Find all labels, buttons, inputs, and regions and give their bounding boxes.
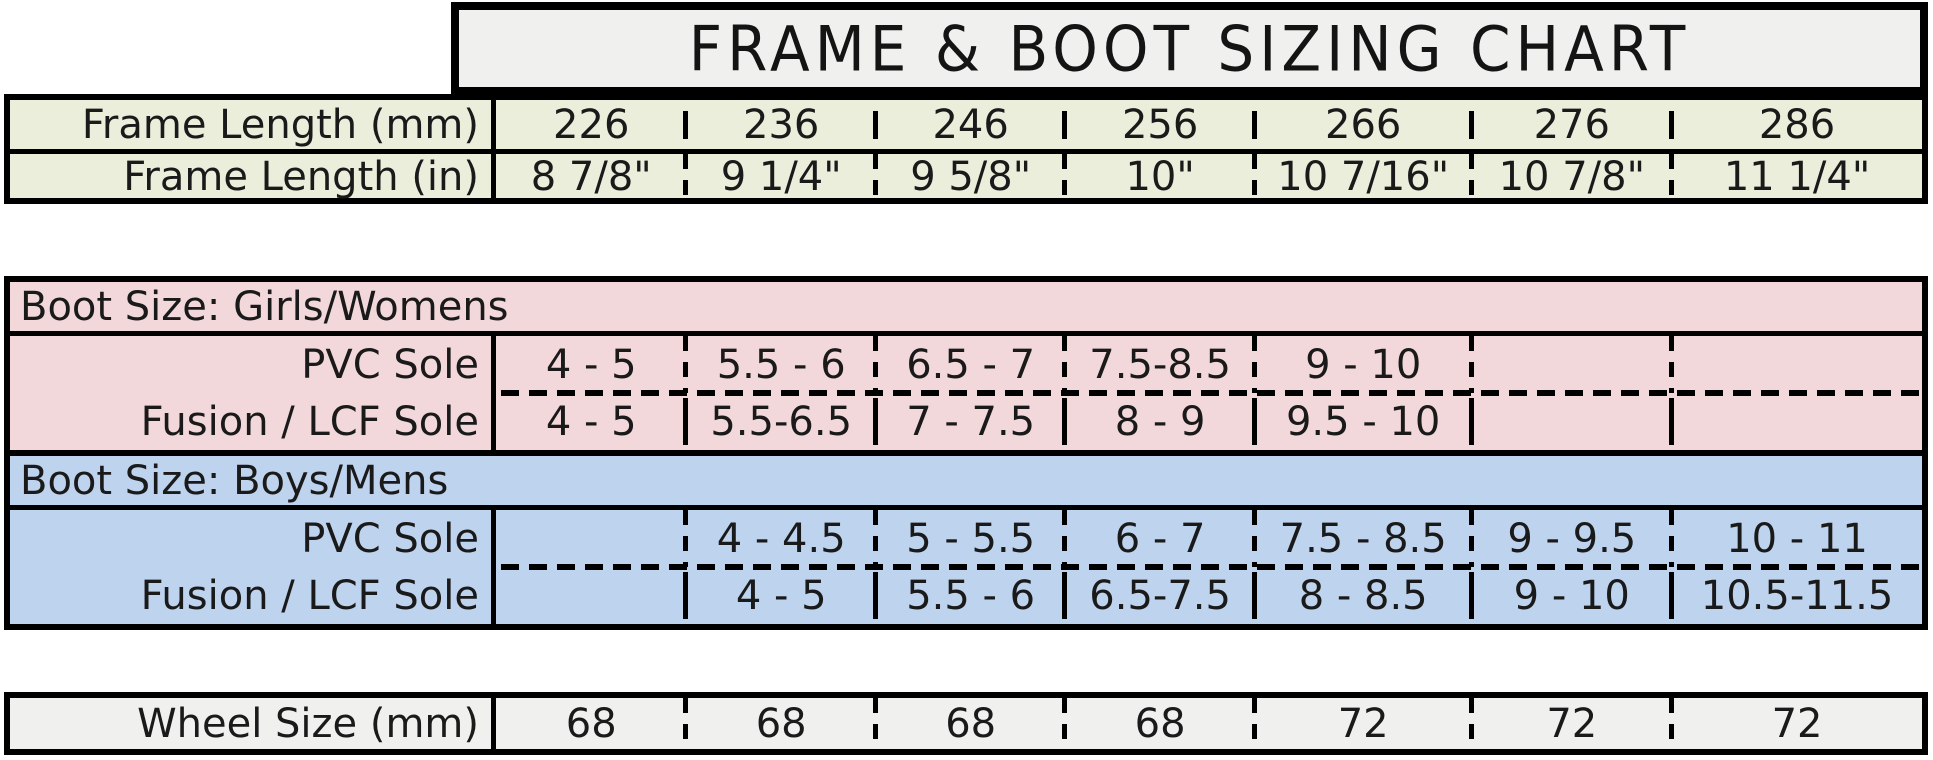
girls-pvc-value: 4 - 5 bbox=[545, 341, 637, 388]
girls-fusion-value: 9.5 - 10 bbox=[1255, 393, 1472, 450]
frame-in-label: Frame Length (in) bbox=[10, 154, 496, 200]
frame-in-value: 10 7/16" bbox=[1255, 154, 1472, 200]
boys-fusion-value: 9 - 10 bbox=[1472, 567, 1673, 624]
girls-pvc-value bbox=[1472, 336, 1673, 393]
frame-mm-value: 246 bbox=[876, 100, 1065, 149]
frame-mm-value: 266 bbox=[1255, 100, 1472, 149]
frame-in-value: 11 1/4" bbox=[1672, 154, 1922, 200]
wheel-size-value: 72 bbox=[1672, 698, 1922, 749]
chart-title: FRAME & BOOT SIZING CHART bbox=[688, 11, 1691, 86]
frame-mm-value: 286 bbox=[1672, 100, 1922, 149]
wheel-size-value: 68 bbox=[565, 700, 617, 747]
girls-fusion-value bbox=[1672, 393, 1922, 450]
boys-pvc-value: 9 - 9.5 bbox=[1472, 510, 1673, 567]
boys-pvc-value: 4 - 4.5 bbox=[686, 510, 875, 567]
boys-fusion-value: 4 - 5 bbox=[686, 567, 875, 624]
section-divider bbox=[10, 450, 1922, 456]
girls-pvc-value bbox=[1672, 336, 1922, 393]
boot-size-table: Boot Size: Girls/Womens PVC Sole 4 - 5 5… bbox=[4, 276, 1928, 630]
boys-rows-dashed-divider bbox=[501, 564, 1922, 570]
girls-pvc-value: 9 - 10 bbox=[1255, 336, 1472, 393]
girls-rows-dashed-divider bbox=[501, 390, 1922, 396]
boys-pvc-value: 6 - 7 bbox=[1065, 510, 1254, 567]
boys-fusion-value: 8 - 8.5 bbox=[1255, 567, 1472, 624]
boys-pvc-value: 5 - 5.5 bbox=[876, 510, 1065, 567]
girls-fusion-value: 5.5-6.5 bbox=[686, 393, 875, 450]
boys-fusion-value: 5.5 - 6 bbox=[876, 567, 1065, 624]
girls-pvc-value: 7.5-8.5 bbox=[1065, 336, 1254, 393]
boys-pvc-value: 10 - 11 bbox=[1672, 510, 1922, 567]
frame-in-value: 10" bbox=[1065, 154, 1254, 200]
wheel-size-table: Wheel Size (mm) 68 68 68 68 72 72 72 bbox=[4, 692, 1928, 755]
girls-womens-header: Boot Size: Girls/Womens bbox=[10, 282, 1922, 336]
boys-fusion-value: 6.5-7.5 bbox=[1065, 567, 1254, 624]
chart-title-box: FRAME & BOOT SIZING CHART bbox=[451, 2, 1928, 95]
girls-fusion-label: Fusion / LCF Sole bbox=[10, 393, 496, 450]
frame-mm-value: 226 bbox=[553, 101, 630, 148]
girls-pvc-value: 5.5 - 6 bbox=[686, 336, 875, 393]
frame-mm-value: 276 bbox=[1472, 100, 1673, 149]
wheel-size-value: 72 bbox=[1255, 698, 1472, 749]
frame-mm-row: Frame Length (mm) 226 236 246 256 266 27… bbox=[10, 100, 1922, 149]
boys-fusion-label: Fusion / LCF Sole bbox=[10, 567, 496, 624]
boys-pvc-value bbox=[496, 510, 686, 567]
boys-mens-header: Boot Size: Boys/Mens bbox=[10, 456, 1922, 510]
wheel-size-value: 68 bbox=[876, 698, 1065, 749]
boys-pvc-value: 7.5 - 8.5 bbox=[1255, 510, 1472, 567]
wheel-size-label: Wheel Size (mm) bbox=[10, 698, 496, 749]
frame-in-value: 8 7/8" bbox=[530, 154, 652, 200]
frame-in-value: 9 1/4" bbox=[686, 154, 875, 200]
girls-fusion-value: 8 - 9 bbox=[1065, 393, 1254, 450]
frame-in-row: Frame Length (in) 8 7/8" 9 1/4" 9 5/8" 1… bbox=[10, 149, 1922, 200]
boys-fusion-value bbox=[496, 567, 686, 624]
wheel-size-value: 72 bbox=[1472, 698, 1673, 749]
wheel-size-value: 68 bbox=[686, 698, 875, 749]
boys-fusion-value: 10.5-11.5 bbox=[1672, 567, 1922, 624]
frame-mm-label: Frame Length (mm) bbox=[10, 100, 496, 149]
boys-mens-body: PVC Sole 4 - 4.5 5 - 5.5 6 - 7 7.5 - 8.5… bbox=[10, 510, 1922, 624]
girls-womens-body: PVC Sole 4 - 5 5.5 - 6 6.5 - 7 7.5-8.5 9… bbox=[10, 336, 1922, 450]
boys-pvc-label: PVC Sole bbox=[10, 510, 496, 567]
wheel-size-value: 68 bbox=[1065, 698, 1254, 749]
frame-in-value: 10 7/8" bbox=[1472, 154, 1673, 200]
girls-pvc-label: PVC Sole bbox=[10, 336, 496, 393]
frame-mm-value: 256 bbox=[1065, 100, 1254, 149]
wheel-size-row: Wheel Size (mm) 68 68 68 68 72 72 72 bbox=[10, 698, 1922, 749]
girls-pvc-value: 6.5 - 7 bbox=[876, 336, 1065, 393]
frame-length-table: Frame Length (mm) 226 236 246 256 266 27… bbox=[4, 94, 1928, 204]
girls-fusion-value bbox=[1472, 393, 1673, 450]
girls-fusion-value: 7 - 7.5 bbox=[876, 393, 1065, 450]
girls-fusion-value: 4 - 5 bbox=[545, 398, 637, 445]
frame-in-value: 9 5/8" bbox=[876, 154, 1065, 200]
frame-mm-value: 236 bbox=[686, 100, 875, 149]
